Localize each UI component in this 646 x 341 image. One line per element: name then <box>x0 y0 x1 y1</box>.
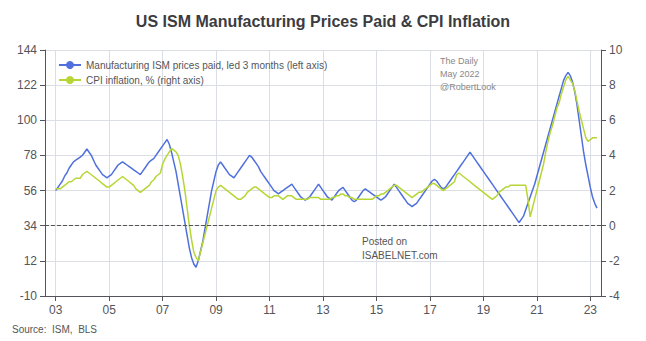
svg-text:2: 2 <box>609 184 616 198</box>
svg-text:0: 0 <box>609 219 616 233</box>
svg-text:34: 34 <box>24 219 38 233</box>
svg-text:13: 13 <box>316 303 330 317</box>
svg-text:Source: ISM, BLS: Source: ISM, BLS <box>12 324 97 335</box>
svg-text:17: 17 <box>423 303 437 317</box>
svg-text:4: 4 <box>609 148 616 162</box>
svg-text:100: 100 <box>17 113 37 127</box>
svg-text:6: 6 <box>609 113 616 127</box>
svg-text:122: 122 <box>17 78 37 92</box>
svg-text:May 2022: May 2022 <box>440 69 480 79</box>
svg-text:56: 56 <box>24 184 38 198</box>
svg-text:-2: -2 <box>609 254 620 268</box>
svg-text:-10: -10 <box>20 289 38 303</box>
svg-text:The Daily: The Daily <box>440 56 479 66</box>
svg-text:Posted on: Posted on <box>362 236 407 247</box>
svg-text:144: 144 <box>17 43 37 57</box>
svg-text:03: 03 <box>49 303 63 317</box>
svg-text:CPI inflation, % (right axis): CPI inflation, % (right axis) <box>86 75 204 86</box>
svg-text:19: 19 <box>477 303 491 317</box>
svg-text:US ISM Manufacturing Prices Pa: US ISM Manufacturing Prices Paid & CPI I… <box>136 13 510 30</box>
svg-text:8: 8 <box>609 78 616 92</box>
svg-text:12: 12 <box>24 254 38 268</box>
svg-text:15: 15 <box>370 303 384 317</box>
svg-text:Manufacturing ISM prices paid,: Manufacturing ISM prices paid, led 3 mon… <box>86 60 327 71</box>
svg-text:11: 11 <box>263 303 276 317</box>
svg-text:23: 23 <box>584 303 598 317</box>
svg-text:05: 05 <box>102 303 116 317</box>
svg-text:78: 78 <box>24 148 38 162</box>
svg-text:09: 09 <box>209 303 223 317</box>
svg-text:@RobertLook: @RobertLook <box>440 82 496 92</box>
svg-text:-4: -4 <box>609 289 620 303</box>
svg-text:07: 07 <box>156 303 170 317</box>
svg-text:10: 10 <box>609 43 623 57</box>
svg-text:21: 21 <box>530 303 544 317</box>
svg-text:ISABELNET.com: ISABELNET.com <box>362 250 438 261</box>
